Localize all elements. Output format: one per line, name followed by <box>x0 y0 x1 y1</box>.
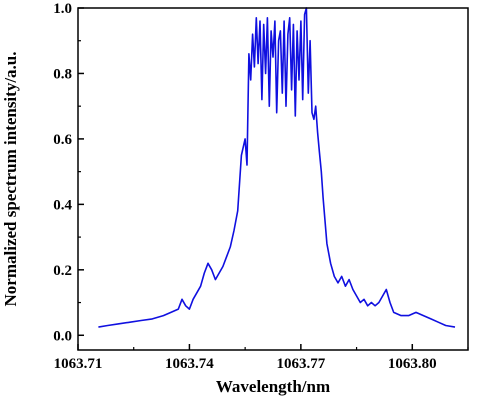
x-axis-title: Wavelength/nm <box>216 377 330 396</box>
x-tick-label: 1063.77 <box>276 356 325 372</box>
x-tick-label: 1063.80 <box>388 356 437 372</box>
y-tick-label: 1.0 <box>53 1 72 17</box>
ticks-layer: 1063.71 1063.74 1063.77 1063.80 0.0 0.2 0.4 0.6… <box>53 1 469 372</box>
spectrum-line <box>98 7 456 328</box>
y-tick-label: 0.2 <box>53 263 72 279</box>
y-tick-label: 0.8 <box>53 66 72 82</box>
y-tick-label: 0.6 <box>53 132 72 148</box>
x-tick-label: 1063.71 <box>54 356 103 372</box>
y-tick-label: 0.0 <box>53 328 72 344</box>
x-tick-label: 1063.74 <box>165 356 214 372</box>
y-axis-title: Normalized spectrum intensity/a.u. <box>1 52 20 307</box>
y-tick-label: 0.4 <box>53 197 72 213</box>
plot-frame <box>77 7 469 351</box>
plot-area <box>98 7 456 328</box>
